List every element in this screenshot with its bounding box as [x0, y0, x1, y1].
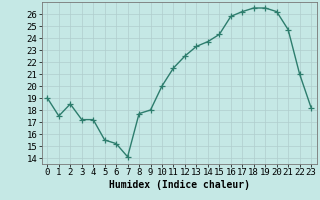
X-axis label: Humidex (Indice chaleur): Humidex (Indice chaleur): [109, 180, 250, 190]
